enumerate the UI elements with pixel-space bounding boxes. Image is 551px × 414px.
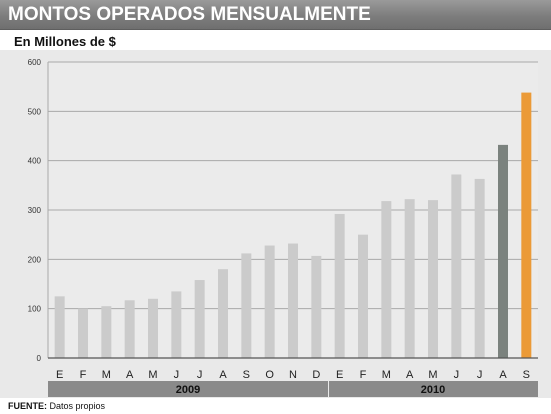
bar <box>474 178 485 358</box>
y-tick-label: 100 <box>28 305 42 314</box>
bar <box>148 298 158 358</box>
x-tick-label: J <box>454 369 460 381</box>
y-tick-label: 400 <box>28 157 42 166</box>
x-tick-label: M <box>382 369 391 381</box>
x-tick-label: J <box>197 369 203 381</box>
y-tick-label: 500 <box>28 107 42 116</box>
y-tick-label: 200 <box>28 255 42 264</box>
title-bar: MONTOS OPERADOS MENSUALMENTE <box>0 0 551 30</box>
year-band <box>329 381 538 397</box>
x-tick-label: E <box>56 369 63 381</box>
x-tick-label: M <box>148 369 157 381</box>
source-note: FUENTE: Datos propios <box>8 401 105 411</box>
x-tick-label: S <box>523 369 530 381</box>
chart-subtitle: En Millones de $ <box>14 34 116 49</box>
bar <box>78 308 88 358</box>
x-tick-label: F <box>80 369 87 381</box>
bar <box>124 300 135 358</box>
year-band <box>48 381 328 397</box>
bar <box>334 213 345 358</box>
x-tick-label: M <box>428 369 437 381</box>
source-label: FUENTE: <box>8 401 47 411</box>
x-tick-label: A <box>499 369 507 381</box>
x-tick-label: N <box>289 369 297 381</box>
bar-chart: 0 100 200 300 400 500 600 E F M A M J J A S O N D E F M A M J J A… <box>28 58 538 397</box>
x-tick-label: O <box>265 369 274 381</box>
bar <box>428 200 438 358</box>
bar <box>521 92 532 358</box>
source-text: Datos propios <box>49 401 106 411</box>
x-tick-label: J <box>477 369 483 381</box>
bar <box>358 234 368 358</box>
y-tick-label: 300 <box>28 206 42 215</box>
bar <box>288 243 298 358</box>
x-tick-label: F <box>360 369 367 381</box>
x-tick-label: D <box>312 369 320 381</box>
year-label: 2009 <box>176 384 200 396</box>
bar <box>264 245 275 358</box>
bar <box>218 269 228 358</box>
bar <box>404 199 415 358</box>
x-tick-label: J <box>174 369 180 381</box>
bar <box>101 306 112 358</box>
x-tick-label: A <box>219 369 227 381</box>
x-tick-label: E <box>336 369 343 381</box>
bar <box>194 280 205 358</box>
year-label: 2010 <box>421 384 445 396</box>
bar <box>311 255 322 358</box>
chart-panel: 0 100 200 300 400 500 600 E F M A M J J A S O N D E F M A M J J A… <box>0 50 551 398</box>
x-tick-label: A <box>406 369 414 381</box>
bar <box>498 144 508 358</box>
bar <box>381 201 392 358</box>
bar <box>171 291 182 358</box>
bar <box>241 253 252 358</box>
y-tick-label: 600 <box>28 58 42 67</box>
x-tick-label: M <box>102 369 111 381</box>
y-tick-label: 0 <box>37 354 42 363</box>
x-tick-label: A <box>126 369 134 381</box>
x-tick-label: S <box>243 369 250 381</box>
chart-title: MONTOS OPERADOS MENSUALMENTE <box>8 4 371 25</box>
bar <box>54 296 65 358</box>
bar <box>451 174 462 358</box>
